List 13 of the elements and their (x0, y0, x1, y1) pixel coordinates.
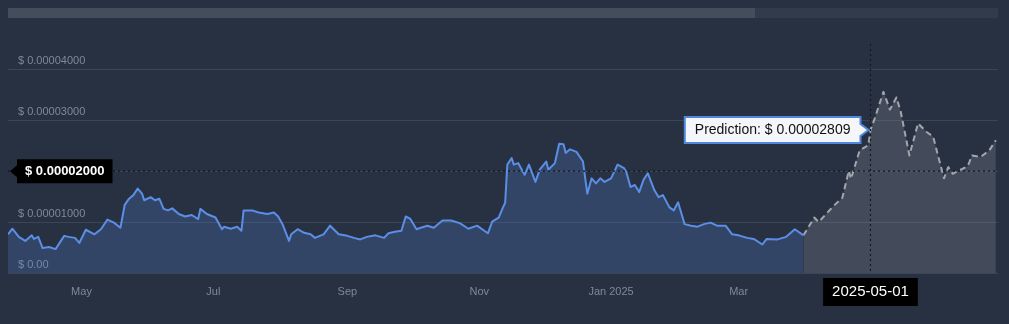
y-tick-label: $ 0.00001000 (18, 207, 86, 220)
ref-line-label: $ 0.00002000 (25, 162, 105, 178)
x-tick-label: Nov (469, 284, 490, 297)
ref-line-label: 2025-05-01 (832, 282, 909, 300)
y-tick-label: $ 0.00003000 (18, 105, 86, 118)
annotation: Prediction: $ 0.00002809 (694, 120, 851, 137)
y-tick-label: $ 0.00 (18, 258, 49, 271)
y-tick-label: $ 0.00004000 (18, 54, 86, 67)
x-tick-label: Jan 2025 (588, 284, 634, 297)
x-tick-label: Jul (206, 284, 221, 297)
x-tick-label: Sep (337, 284, 358, 297)
x-tick-label: Mar (729, 284, 749, 297)
x-tick-label: May (71, 284, 93, 297)
